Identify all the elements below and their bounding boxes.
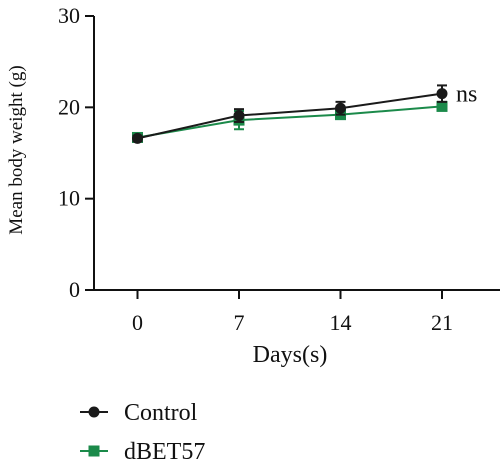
x-tick-label: 21 bbox=[431, 310, 453, 335]
y-axis: 0 10 20 30 bbox=[58, 3, 95, 302]
series-dbet57 bbox=[132, 100, 448, 143]
series-control bbox=[132, 84, 448, 144]
series-line-control bbox=[137, 92, 443, 140]
x-tick-label: 7 bbox=[234, 310, 245, 335]
data-point bbox=[233, 110, 245, 122]
series-line-dbet57 bbox=[137, 105, 443, 139]
legend-label: Control bbox=[124, 400, 198, 426]
data-point bbox=[436, 88, 448, 100]
legend-item-dbet57: dBET57 bbox=[80, 439, 205, 465]
legend-marker bbox=[88, 406, 100, 418]
annotations: ns bbox=[456, 82, 477, 108]
x-axis-title: Days(s) bbox=[253, 342, 328, 368]
legend-label: dBET57 bbox=[124, 439, 205, 465]
legend: Control dBET57 bbox=[80, 400, 205, 465]
plot-area bbox=[132, 84, 448, 144]
y-axis-title: Mean body weight (g) bbox=[6, 65, 27, 234]
significance-annotation: ns bbox=[456, 82, 477, 108]
x-tick-label: 14 bbox=[330, 310, 352, 335]
data-point bbox=[132, 132, 143, 144]
y-tick-label: 10 bbox=[58, 186, 80, 211]
y-tick-label: 30 bbox=[58, 3, 80, 28]
legend-item-control: Control bbox=[80, 400, 198, 426]
x-axis: 0 7 14 21 bbox=[94, 289, 500, 335]
y-tick-label: 0 bbox=[69, 277, 80, 302]
data-point bbox=[436, 100, 448, 112]
legend-marker bbox=[88, 445, 100, 457]
data-point bbox=[335, 102, 346, 114]
y-tick-label: 20 bbox=[58, 94, 80, 119]
x-tick-label: 0 bbox=[132, 310, 143, 335]
